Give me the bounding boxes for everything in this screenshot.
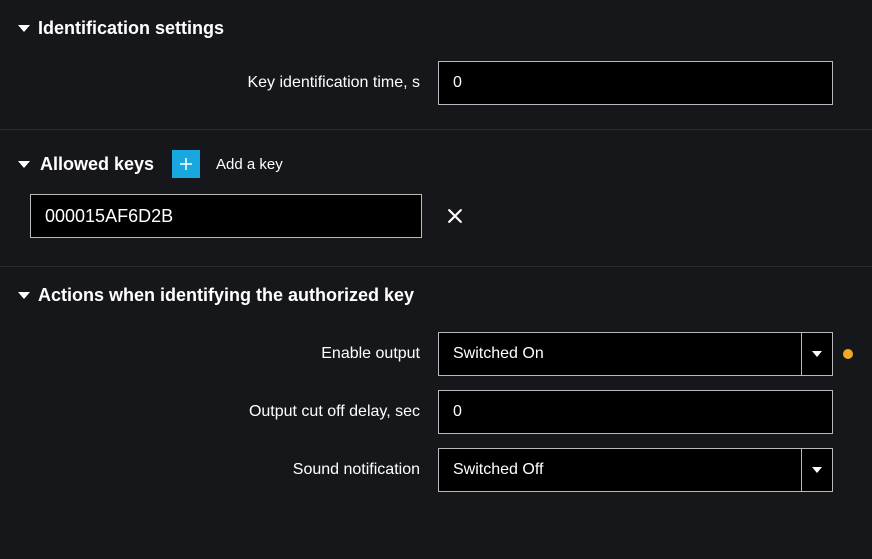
add-key-button[interactable] bbox=[172, 150, 200, 178]
key-time-input[interactable] bbox=[438, 61, 833, 105]
identification-header[interactable]: Identification settings bbox=[18, 0, 854, 51]
allowed-keys-title: Allowed keys bbox=[40, 154, 154, 175]
sound-label: Sound notification bbox=[18, 461, 438, 479]
allowed-keys-header: Allowed keys Add a key bbox=[18, 130, 854, 192]
add-key-label: Add a key bbox=[216, 156, 283, 173]
chevron-down-icon bbox=[18, 161, 30, 168]
enable-output-row: Enable output Switched On bbox=[18, 332, 854, 376]
close-icon bbox=[445, 206, 465, 226]
key-time-row: Key identification time, s bbox=[18, 61, 854, 105]
sound-caret[interactable] bbox=[801, 448, 833, 492]
identification-section: Identification settings Key identificati… bbox=[0, 0, 872, 105]
key-time-label: Key identification time, s bbox=[18, 74, 438, 92]
enable-output-select[interactable]: Switched On bbox=[438, 332, 833, 376]
actions-header[interactable]: Actions when identifying the authorized … bbox=[18, 267, 854, 318]
enable-output-caret[interactable] bbox=[801, 332, 833, 376]
enable-output-label: Enable output bbox=[18, 345, 438, 363]
plus-icon bbox=[177, 155, 195, 173]
actions-title: Actions when identifying the authorized … bbox=[38, 285, 414, 306]
key-value-input[interactable] bbox=[30, 194, 422, 238]
chevron-down-icon bbox=[812, 351, 822, 357]
sound-select[interactable]: Switched Off bbox=[438, 448, 833, 492]
chevron-down-icon bbox=[18, 292, 30, 299]
actions-section: Actions when identifying the authorized … bbox=[0, 267, 872, 516]
sound-value: Switched Off bbox=[438, 448, 801, 492]
enable-output-value: Switched On bbox=[438, 332, 801, 376]
chevron-down-icon bbox=[18, 25, 30, 32]
sound-row: Sound notification Switched Off bbox=[18, 448, 854, 492]
cutoff-input[interactable] bbox=[438, 390, 833, 434]
allowed-keys-section: Allowed keys Add a key bbox=[0, 130, 872, 238]
cutoff-label: Output cut off delay, sec bbox=[18, 403, 438, 421]
cutoff-row: Output cut off delay, sec bbox=[18, 390, 854, 434]
identification-title: Identification settings bbox=[38, 18, 224, 39]
chevron-down-icon bbox=[812, 467, 822, 473]
changed-indicator-icon bbox=[843, 349, 853, 359]
key-row bbox=[30, 194, 854, 238]
remove-key-button[interactable] bbox=[444, 205, 466, 227]
